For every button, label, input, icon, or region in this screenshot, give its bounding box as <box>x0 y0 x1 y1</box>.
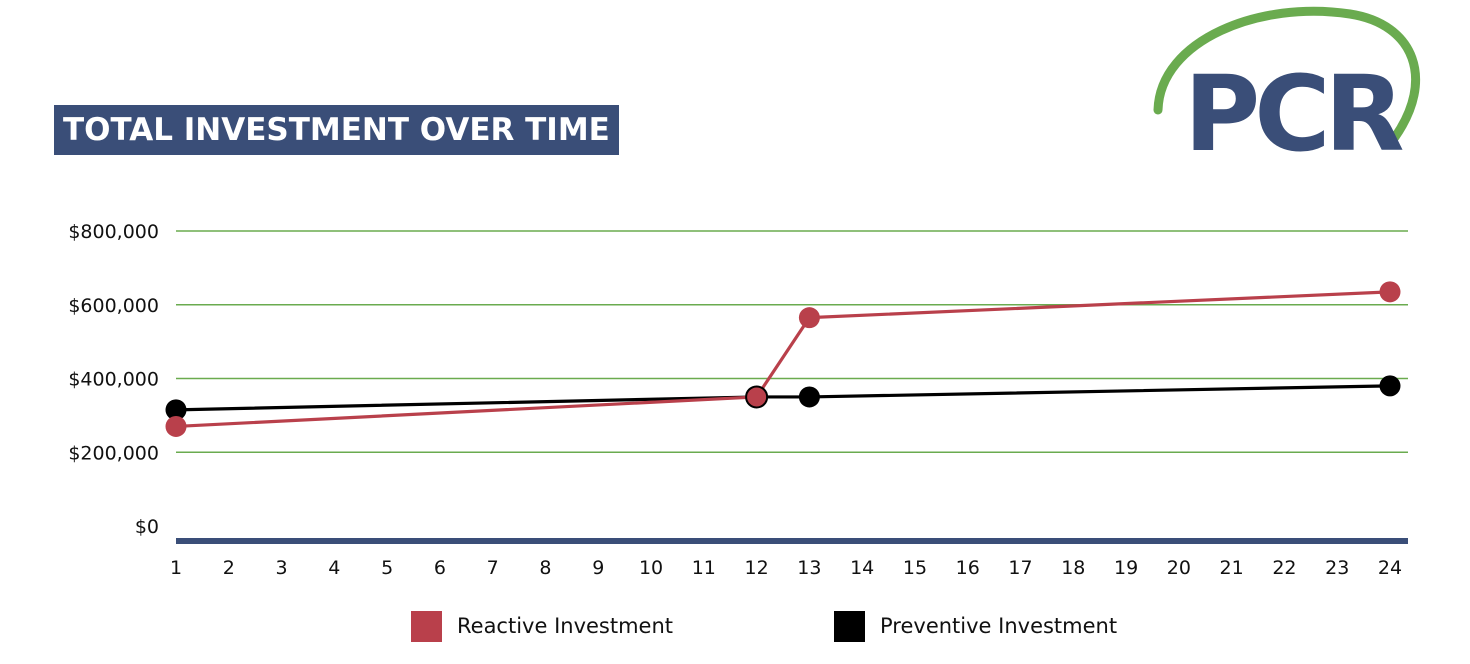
x-tick-label-9: 9 <box>592 557 604 579</box>
legend-swatch-reactive <box>411 610 442 642</box>
y-tick-label-4: $800,000 <box>68 221 159 243</box>
x-tick-label-6: 6 <box>434 557 446 579</box>
x-tick-label-19: 19 <box>1114 557 1138 579</box>
data-point-reactive-1 <box>745 385 769 409</box>
x-tick-label-3: 3 <box>276 557 288 579</box>
x-tick-label-10: 10 <box>639 557 663 579</box>
series-line-preventive <box>175 384 1391 412</box>
x-tick-label-17: 17 <box>1008 557 1032 579</box>
y-tick-label-1: $200,000 <box>68 442 159 464</box>
x-tick-label-4: 4 <box>328 557 340 579</box>
x-tick-label-11: 11 <box>692 557 716 579</box>
x-axis-ticks: 1 2 3 4 5 6 7 8 9 10 11 12 13 14 15 16 17 18 19 20 21 22 23 24 <box>170 557 1402 579</box>
x-tick-label-22: 22 <box>1272 557 1296 579</box>
legend: Reactive Investment Preventive Investmen… <box>0 600 1470 660</box>
x-tick-label-7: 7 <box>487 557 499 579</box>
x-tick-label-8: 8 <box>539 557 551 579</box>
y-tick-label-0: $0 <box>135 516 159 538</box>
legend-label-preventive: Preventive Investment <box>880 614 1118 638</box>
x-tick-label-15: 15 <box>903 557 927 579</box>
data-point-preventive-3 <box>1379 375 1401 397</box>
pcr-logo: PCR <box>1153 6 1421 160</box>
x-tick-label-18: 18 <box>1061 557 1085 579</box>
x-tick-label-21: 21 <box>1220 557 1244 579</box>
y-axis-ticks: $0 $200,000 $400,000 $600,000 $800,000 <box>68 221 159 538</box>
chart-title: TOTAL INVESTMENT OVER TIME <box>54 105 619 155</box>
x-tick-label-5: 5 <box>381 557 393 579</box>
legend-label-reactive: Reactive Investment <box>457 614 674 638</box>
x-tick-label-1: 1 <box>170 557 182 579</box>
grid-lines <box>176 230 1408 454</box>
data-series <box>165 281 1401 437</box>
x-tick-label-23: 23 <box>1325 557 1349 579</box>
y-tick-label-3: $600,000 <box>68 295 159 317</box>
legend-item-preventive: Preventive Investment <box>834 610 1117 642</box>
x-tick-label-12: 12 <box>745 557 769 579</box>
x-tick-label-24: 24 <box>1378 557 1402 579</box>
x-tick-label-13: 13 <box>797 557 821 579</box>
x-tick-label-2: 2 <box>223 557 235 579</box>
x-tick-label-20: 20 <box>1167 557 1191 579</box>
x-tick-label-14: 14 <box>850 557 874 579</box>
logo-arc <box>1153 6 1421 142</box>
data-point-reactive-2 <box>798 307 820 329</box>
legend-swatch-preventive <box>834 610 865 642</box>
data-point-preventive-0 <box>165 399 187 421</box>
legend-item-reactive: Reactive Investment <box>411 610 673 642</box>
data-point-reactive-3 <box>1379 281 1401 303</box>
logo-text: PCR <box>1184 53 1403 160</box>
series-line-reactive <box>175 290 1391 429</box>
y-tick-label-2: $400,000 <box>68 369 159 391</box>
data-point-preventive-2 <box>798 386 820 408</box>
data-point-reactive-0 <box>165 415 187 437</box>
x-tick-label-16: 16 <box>956 557 980 579</box>
